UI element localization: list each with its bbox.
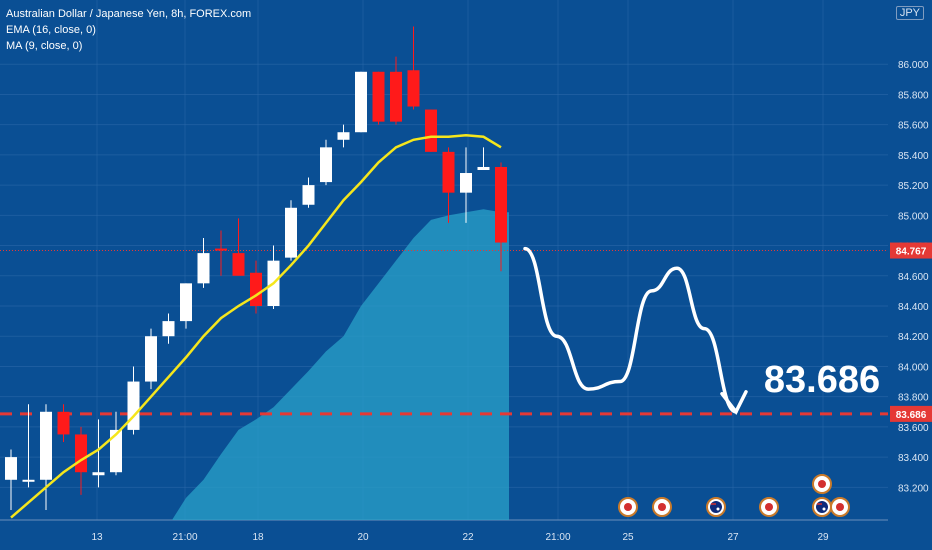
candle-body [145,336,157,382]
candle-body [110,429,122,473]
candle-body [92,472,105,476]
y-tick-label: 86.000 [898,60,929,71]
y-tick-label: 85.200 [898,181,929,192]
candle-body [5,457,17,480]
candle-body [477,166,490,170]
candle-body [40,411,52,480]
japan-flag-icon-dot [818,480,826,488]
currency-badge[interactable]: JPY [895,6,924,20]
chart-legend: Australian Dollar / Japanese Yen, 8h, FO… [6,6,251,54]
candle-body [495,166,507,243]
candle-body [57,411,70,435]
y-tick-label: 85.600 [898,121,929,132]
candle-body [127,381,140,430]
japan-flag-icon-dot [658,503,666,511]
japan-flag-icon-dot [765,503,773,511]
legend-ma: MA (9, close, 0) [6,40,83,52]
candle-body [285,207,297,258]
last-price-label: 84.767 [896,247,927,258]
y-tick-label: 85.800 [898,90,929,101]
australia-flag-icon-field [816,501,828,513]
candle-body [180,283,192,322]
candle-body [407,70,420,107]
y-tick-label: 85.400 [898,151,929,162]
candle-body [355,71,367,133]
candle-body [22,479,35,482]
candle-body [390,71,402,122]
projection-arrowhead [720,390,748,416]
candle-body [197,253,210,284]
candle-body [460,173,472,193]
candle-body [302,185,315,205]
target-badge [890,405,932,422]
x-tick-label: 25 [622,532,634,543]
x-tick-label: 21:00 [172,532,197,543]
x-tick-label: 20 [357,532,369,543]
y-tick-label: 85.000 [898,211,929,222]
ma-area [172,209,509,521]
australia-flag-icon-star [822,507,826,511]
y-tick-label: 84.600 [898,272,929,283]
australia-flag-icon-star [716,507,720,511]
x-tick-label: 18 [252,532,264,543]
australia-flag-icon-field [710,501,722,513]
candle-body [442,151,455,193]
y-tick-label: 84.000 [898,362,929,373]
y-tick-label: 83.800 [898,393,929,404]
x-tick-label: 22 [462,532,474,543]
y-tick-label: 84.200 [898,332,929,343]
legend-title: Australian Dollar / Japanese Yen, 8h, FO… [6,8,252,20]
ema-line [10,133,502,519]
target-price-label: 83.686 [764,359,880,401]
projection-curve [523,246,738,414]
y-tick-label: 83.600 [898,423,929,434]
x-tick-label: 21:00 [545,532,570,543]
y-tick-label: 83.200 [898,483,929,494]
candle-body [250,272,262,306]
candle-body [320,147,332,183]
x-tick-label: 29 [817,532,829,543]
japan-flag-icon-dot [836,503,844,511]
y-tick-label: 84.400 [898,302,929,313]
candle-body [75,434,87,473]
x-tick-label: 27 [727,532,739,543]
japan-flag-icon-dot [624,503,632,511]
target-badge-label: 83.686 [896,410,927,421]
candle-body [232,253,245,276]
candle-body [372,71,385,122]
candle-body [337,132,350,140]
candle-body [215,248,227,251]
y-tick-label: 83.400 [898,453,929,464]
legend-ema: EMA (16, close, 0) [6,24,96,36]
candle-body [425,109,437,152]
last-price-badge [890,242,932,259]
x-tick-label: 13 [91,532,103,543]
candle-body [162,321,175,337]
